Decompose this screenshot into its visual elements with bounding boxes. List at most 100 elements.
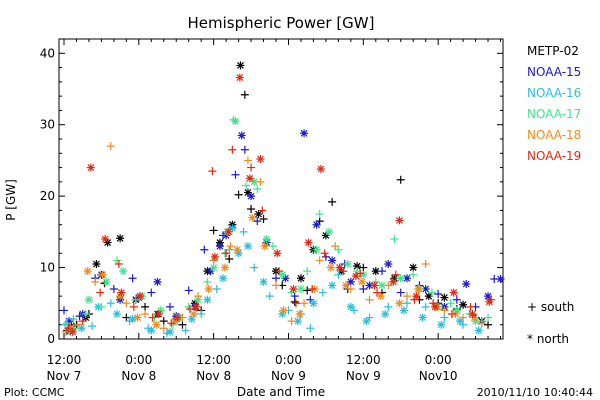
south-point [253, 217, 262, 226]
x-tick-time-label: 12:00 [346, 353, 381, 367]
north-point [259, 277, 268, 286]
chart-title: Hemispheric Power [GW] [188, 14, 375, 32]
south-point [359, 263, 368, 272]
north-point [83, 267, 92, 276]
south-point [97, 302, 106, 311]
north-point [437, 320, 446, 329]
south-point [268, 242, 277, 251]
north-point [64, 317, 73, 326]
north-point [341, 281, 350, 290]
x-tick-time-label: 0:00 [425, 353, 452, 367]
north-point [384, 260, 393, 268]
south-point [184, 302, 193, 311]
south-point [391, 270, 400, 279]
north-point [496, 275, 505, 283]
south-point [240, 90, 249, 99]
south-point [69, 315, 78, 323]
north-point [296, 274, 305, 283]
south-point [169, 320, 178, 329]
south-point [148, 313, 157, 322]
north-point [424, 292, 433, 301]
south-point [396, 175, 405, 184]
north-point [309, 299, 318, 308]
south-point [131, 295, 140, 304]
north-point [101, 235, 110, 243]
north-point [402, 274, 411, 283]
north-point [459, 300, 468, 309]
legend-entry: NOAA-16 [527, 86, 581, 100]
south-point [243, 156, 252, 165]
north-point [112, 310, 121, 318]
north-point [462, 280, 471, 288]
south-point [409, 270, 418, 279]
south-point [328, 197, 337, 206]
south-point [484, 320, 493, 329]
north-point [92, 260, 101, 268]
north-point [248, 213, 257, 222]
north-point [412, 292, 421, 301]
south-point [447, 310, 456, 318]
north-point [418, 313, 427, 322]
north-point [389, 277, 398, 286]
south-point [122, 299, 131, 308]
north-point [219, 274, 228, 283]
north-point [468, 310, 477, 318]
south-point [247, 163, 256, 172]
south-point [209, 226, 218, 235]
south-point [109, 285, 118, 293]
north-point [254, 210, 263, 218]
north-point [395, 299, 404, 308]
north-point [273, 249, 282, 258]
y-tick-label: 10 [40, 261, 55, 275]
south-point [239, 227, 248, 236]
south-point [446, 299, 455, 308]
north-point [192, 302, 201, 311]
north-point [293, 317, 302, 326]
x-tick-date-label: Nov10 [419, 369, 458, 383]
south-point [320, 249, 329, 258]
x-tick-date-label: Nov 7 [47, 369, 82, 383]
north-point [359, 270, 368, 279]
south-point [384, 302, 393, 311]
x-tick-time-label: 12:00 [196, 353, 231, 367]
north-point [256, 155, 265, 163]
south-point [303, 286, 312, 295]
north-point [365, 281, 374, 290]
south-point [184, 286, 193, 295]
north-point [328, 281, 337, 290]
south-point [484, 313, 493, 322]
south-point [259, 215, 268, 223]
x-tick-time-label: 12:00 [47, 353, 82, 367]
north-point [231, 117, 240, 126]
south-point [242, 181, 251, 190]
south-point [194, 292, 203, 301]
south-point [91, 277, 100, 286]
south-point [421, 260, 430, 268]
south-point [106, 142, 115, 151]
north-point [136, 292, 145, 301]
north-point [173, 313, 182, 322]
south-point [315, 210, 324, 218]
south-point [200, 245, 209, 254]
north-point [362, 317, 371, 326]
south-point [346, 285, 355, 293]
north-point [166, 327, 174, 336]
south-point [185, 305, 194, 313]
south-point [359, 285, 368, 293]
north-point [153, 277, 162, 286]
south-point [356, 269, 365, 278]
south-point [300, 299, 309, 308]
north-point [484, 292, 493, 301]
south-point [128, 274, 137, 283]
south-point [231, 170, 240, 179]
north-point [325, 227, 334, 236]
south-point [477, 319, 486, 328]
legend-entry: NOAA-19 [527, 149, 581, 163]
north-point [237, 131, 246, 140]
north-point [116, 292, 125, 301]
x-tick-time-label: 0:00 [125, 353, 152, 367]
south-point [331, 242, 340, 251]
south-point [321, 252, 330, 261]
y-tick-label: 30 [40, 118, 55, 132]
